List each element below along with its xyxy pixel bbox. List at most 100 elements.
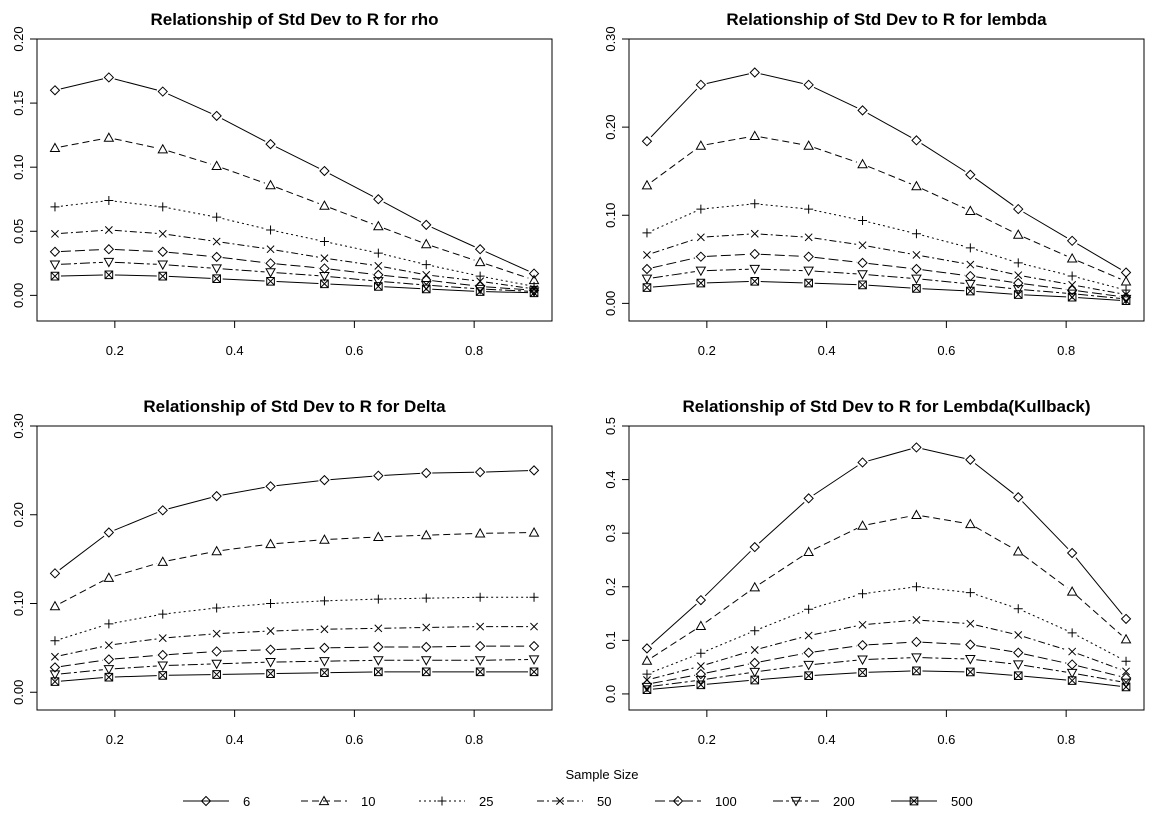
- data-point: [1013, 671, 1023, 681]
- data-point: [857, 105, 868, 116]
- legend-marker: [672, 795, 684, 807]
- data-point: [1012, 229, 1024, 239]
- data-point: [695, 675, 707, 686]
- data-point: [911, 263, 922, 275]
- data-point: [641, 274, 653, 285]
- data-point: [858, 620, 867, 629]
- data-point: [319, 165, 330, 177]
- legend-item-50: 50: [537, 794, 611, 809]
- x-tick-label: 0.2: [698, 343, 716, 358]
- legend-marker: [200, 795, 212, 807]
- data-point: [158, 271, 168, 281]
- plot-frame: [628, 425, 1145, 711]
- data-point: [1120, 275, 1132, 286]
- series-line: [652, 641, 1121, 684]
- data-point: [320, 254, 329, 263]
- data-point: [803, 140, 815, 150]
- legend: Sample Size 6 10 25 50 100 200 500: [183, 767, 973, 809]
- data-point: [420, 529, 432, 540]
- chart-title: Relationship of Std Dev to R for Delta: [143, 397, 446, 416]
- data-point: [528, 287, 540, 298]
- x-tick-label: 0.6: [345, 343, 363, 358]
- data-point: [1066, 547, 1078, 559]
- data-point: [911, 653, 922, 664]
- data-point: [911, 135, 922, 146]
- data-point: [51, 229, 59, 238]
- data-point: [642, 669, 652, 679]
- data-point: [157, 86, 168, 97]
- data-point: [965, 588, 975, 598]
- chart-title: Relationship of Std Dev to R for Lembda(…: [682, 397, 1090, 416]
- data-point: [857, 639, 868, 651]
- data-point: [804, 204, 814, 214]
- data-point: [1013, 604, 1023, 614]
- data-point: [373, 470, 384, 481]
- data-point: [103, 132, 115, 142]
- data-point: [374, 282, 383, 291]
- data-point: [1067, 676, 1077, 685]
- data-point: [1066, 252, 1078, 263]
- legend-label: 6: [243, 794, 250, 809]
- y-tick-label: 0.00: [603, 291, 618, 316]
- data-point: [966, 286, 975, 296]
- data-point: [858, 241, 867, 250]
- data-point: [1066, 586, 1078, 596]
- series-line: [652, 268, 1121, 299]
- series-50: [643, 229, 1130, 299]
- data-point: [421, 284, 431, 294]
- y-tick-label: 0.30: [603, 26, 618, 51]
- legend-item-10: 10: [301, 794, 375, 809]
- data-point: [803, 493, 814, 504]
- data-point: [1012, 545, 1024, 556]
- legend-marker: [318, 795, 330, 806]
- data-point: [157, 649, 168, 661]
- chart-panel-3: Relationship of Std Dev to R for Delta 0.…: [11, 397, 553, 747]
- series-200: [49, 257, 540, 298]
- data-point: [912, 616, 921, 624]
- data-point: [695, 79, 707, 91]
- data-point: [750, 626, 760, 636]
- data-point: [266, 276, 275, 286]
- legend-marker: [556, 797, 564, 805]
- legend-label: 100: [715, 794, 737, 809]
- data-point: [1066, 284, 1078, 296]
- data-point: [966, 260, 975, 269]
- data-point: [475, 667, 485, 677]
- data-point: [50, 636, 60, 646]
- data-point: [1012, 285, 1024, 295]
- data-point: [696, 233, 705, 242]
- data-point: [373, 594, 383, 604]
- x-tick-label: 0.6: [345, 732, 363, 747]
- data-point: [749, 248, 760, 260]
- series-10: [49, 132, 540, 285]
- data-point: [475, 287, 485, 296]
- data-point: [804, 604, 814, 614]
- series-line: [652, 619, 1121, 679]
- x-tick-label: 0.4: [226, 732, 244, 747]
- data-point: [373, 194, 384, 205]
- data-point: [157, 556, 169, 566]
- data-point: [49, 142, 61, 153]
- data-point: [857, 520, 868, 530]
- data-point: [420, 238, 432, 249]
- data-point: [1120, 672, 1132, 684]
- data-point: [696, 278, 706, 288]
- data-point: [421, 667, 431, 677]
- data-point: [421, 467, 432, 479]
- data-point: [211, 110, 222, 122]
- data-point: [158, 609, 168, 619]
- data-point: [964, 205, 976, 215]
- data-point: [372, 531, 384, 542]
- data-point: [857, 158, 868, 169]
- data-point: [49, 260, 61, 271]
- x-tick-label: 0.6: [937, 343, 955, 358]
- legend-item-25: 25: [419, 794, 493, 809]
- data-point: [749, 667, 761, 678]
- data-point: [51, 652, 59, 661]
- data-point: [696, 680, 706, 690]
- series-line: [60, 532, 529, 604]
- data-point: [695, 251, 707, 262]
- series-line: [60, 138, 529, 279]
